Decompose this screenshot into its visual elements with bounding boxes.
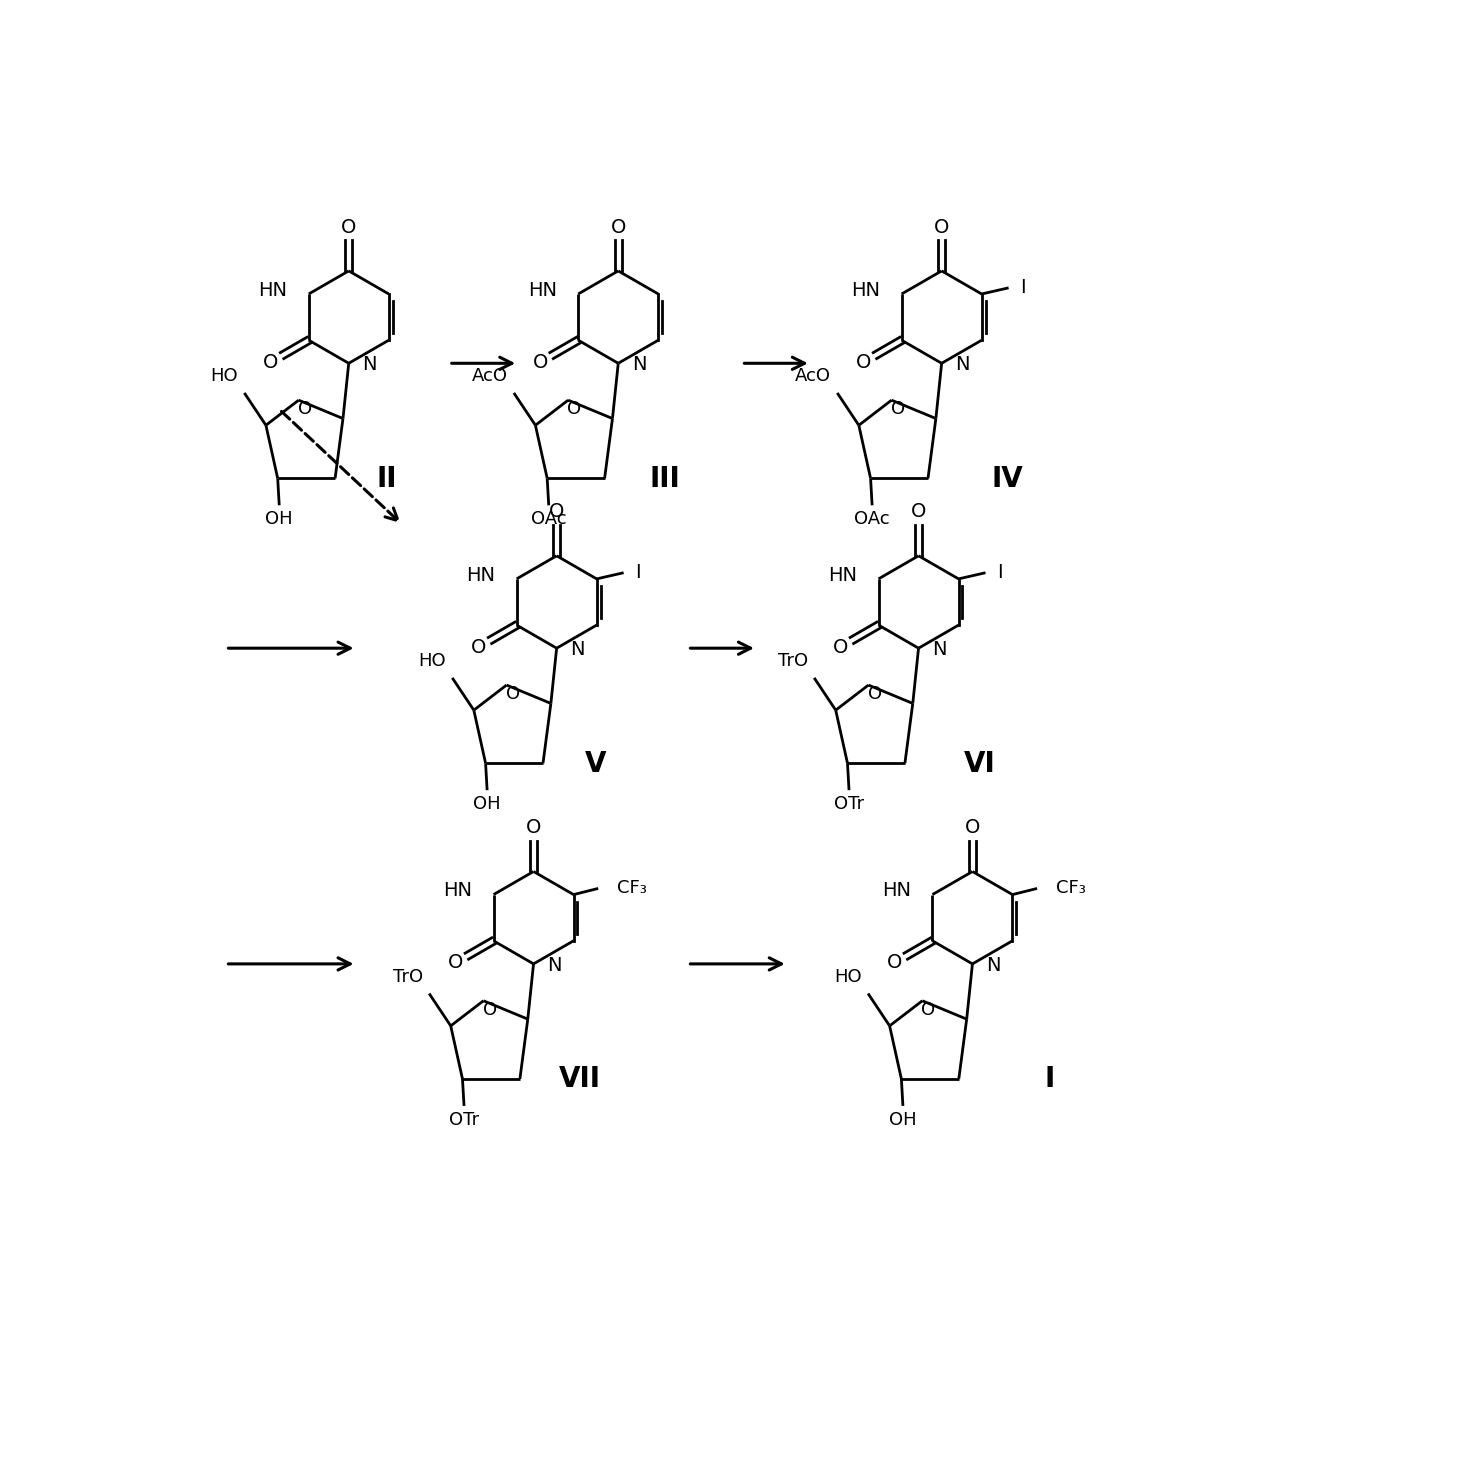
Text: O: O	[911, 502, 926, 521]
Text: O: O	[471, 637, 486, 656]
Text: O: O	[867, 686, 882, 703]
Text: HN: HN	[851, 280, 880, 299]
Text: O: O	[568, 400, 581, 419]
Text: N: N	[547, 955, 562, 974]
Text: AcO: AcO	[472, 367, 508, 385]
Text: OH: OH	[474, 795, 500, 813]
Text: O: O	[340, 218, 356, 237]
Text: III: III	[648, 465, 679, 493]
Text: OH: OH	[266, 509, 293, 529]
Text: O: O	[921, 1001, 936, 1019]
Text: O: O	[298, 400, 312, 419]
Text: O: O	[447, 954, 464, 972]
Text: HO: HO	[835, 967, 863, 985]
Text: O: O	[610, 218, 626, 237]
Text: I: I	[1020, 278, 1025, 298]
Text: VI: VI	[964, 749, 996, 778]
Text: CF₃: CF₃	[618, 880, 647, 897]
Text: O: O	[855, 352, 871, 372]
Text: OAc: OAc	[531, 509, 566, 529]
Text: N: N	[362, 355, 377, 375]
Text: II: II	[377, 465, 398, 493]
Text: IV: IV	[992, 465, 1022, 493]
Text: TrO: TrO	[778, 652, 808, 669]
Text: I: I	[998, 563, 1002, 582]
Text: O: O	[890, 400, 905, 419]
Text: N: N	[955, 355, 970, 375]
Text: HN: HN	[827, 566, 857, 585]
Text: HN: HN	[528, 280, 556, 299]
Text: O: O	[483, 1001, 497, 1019]
Text: HN: HN	[882, 881, 911, 900]
Text: O: O	[533, 352, 547, 372]
Text: N: N	[632, 355, 647, 375]
Text: O: O	[263, 352, 279, 372]
Text: O: O	[965, 818, 980, 837]
Text: HN: HN	[258, 280, 288, 299]
Text: OH: OH	[889, 1111, 917, 1129]
Text: I: I	[1045, 1065, 1055, 1093]
Text: O: O	[549, 502, 565, 521]
Text: AcO: AcO	[795, 367, 832, 385]
Text: OTr: OTr	[833, 795, 864, 813]
Text: I: I	[635, 563, 641, 582]
Text: N: N	[986, 955, 1000, 974]
Text: O: O	[934, 218, 949, 237]
Text: OAc: OAc	[854, 509, 890, 529]
Text: N: N	[933, 640, 946, 659]
Text: TrO: TrO	[393, 967, 422, 985]
Text: OTr: OTr	[449, 1111, 480, 1129]
Text: V: V	[584, 749, 606, 778]
Text: O: O	[525, 818, 541, 837]
Text: HN: HN	[467, 566, 494, 585]
Text: N: N	[571, 640, 585, 659]
Text: VII: VII	[559, 1065, 601, 1093]
Text: HO: HO	[211, 367, 238, 385]
Text: O: O	[506, 686, 519, 703]
Text: HO: HO	[418, 652, 446, 669]
Text: CF₃: CF₃	[1056, 880, 1086, 897]
Text: HN: HN	[443, 881, 472, 900]
Text: O: O	[886, 954, 902, 972]
Text: O: O	[833, 637, 848, 656]
